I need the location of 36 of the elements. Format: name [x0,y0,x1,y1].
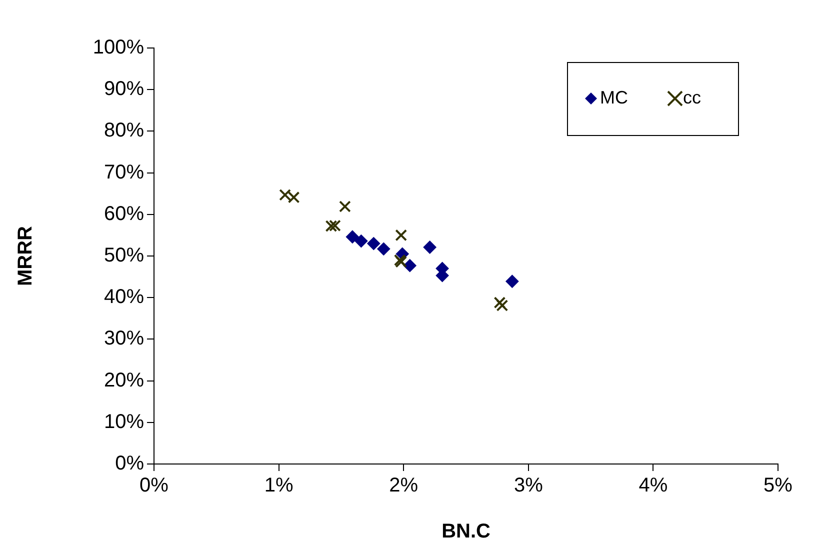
x-tick-label: 3% [514,474,544,497]
y-tick-label: 0% [115,452,144,475]
y-tick-label: 10% [104,410,144,433]
y-tick-label: 60% [104,202,144,225]
point [377,242,390,256]
y-tick-label: 30% [104,328,144,350]
point [354,234,368,248]
point [288,191,300,204]
y-tick-label: 20% [104,369,144,392]
x-tick-label: 5% [764,474,793,497]
point [395,229,408,242]
point [279,188,291,201]
point [346,230,359,244]
point [496,300,508,312]
legend-label: cc [682,87,701,108]
x-tick-label: 4% [638,474,668,497]
y-tick-label: 80% [104,120,144,142]
y-tick-label: 100% [92,36,144,59]
x-tick-label: 2% [389,474,418,497]
x-tick-label: 0% [140,474,169,497]
point [403,259,416,272]
legend-label: MC [600,87,628,108]
point [338,200,351,212]
point [506,274,519,288]
point [367,237,380,250]
x-axis-title: BN.C [442,520,490,543]
point [325,220,338,232]
y-tick-label: 90% [104,78,144,100]
y-tick-label: 70% [104,161,144,184]
x-tick-label: 1% [264,474,294,497]
y-tick-label: 50% [104,244,144,267]
point [494,296,506,309]
y-tick-label: 40% [104,286,144,308]
y-axis-title: MRRR [14,225,37,286]
point [329,220,341,232]
point [423,240,436,254]
